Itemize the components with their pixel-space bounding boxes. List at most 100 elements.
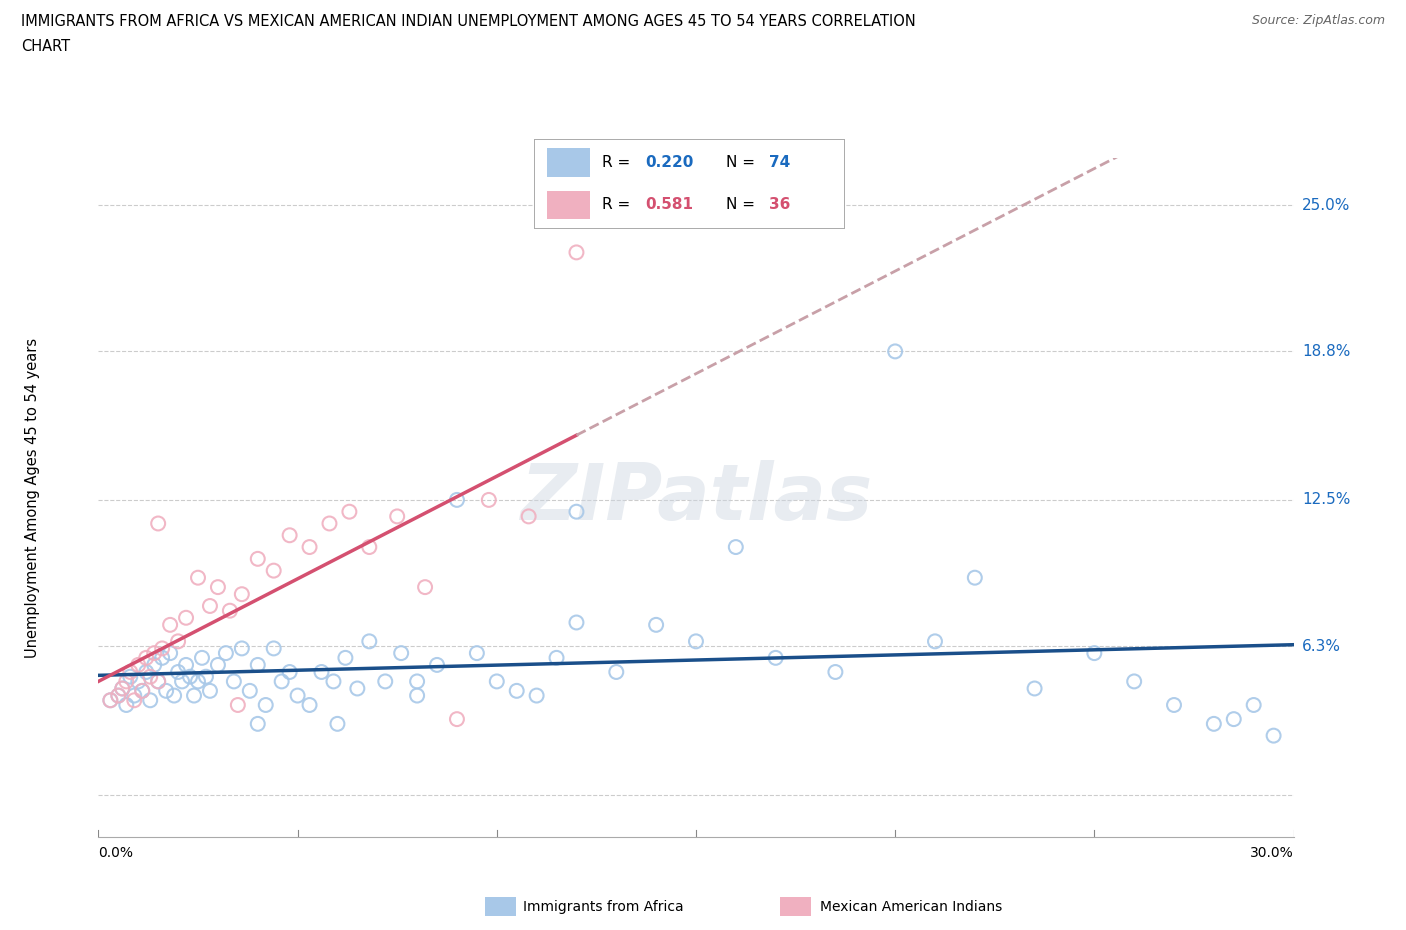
Point bbox=[359, 634, 381, 649]
Point bbox=[239, 684, 262, 698]
Point bbox=[278, 528, 301, 543]
Text: 12.5%: 12.5% bbox=[1302, 492, 1350, 508]
Text: Unemployment Among Ages 45 to 54 years: Unemployment Among Ages 45 to 54 years bbox=[25, 338, 41, 658]
Point bbox=[1024, 681, 1046, 696]
Point bbox=[270, 674, 292, 689]
Point bbox=[198, 684, 221, 698]
Point bbox=[139, 670, 162, 684]
Point bbox=[1222, 711, 1246, 726]
Text: IMMIGRANTS FROM AFRICA VS MEXICAN AMERICAN INDIAN UNEMPLOYMENT AMONG AGES 45 TO : IMMIGRANTS FROM AFRICA VS MEXICAN AMERIC… bbox=[21, 14, 915, 29]
Text: N =: N = bbox=[725, 155, 759, 170]
Point bbox=[107, 688, 129, 703]
Point bbox=[446, 711, 468, 726]
Point bbox=[120, 670, 142, 684]
Point bbox=[135, 665, 157, 680]
Point bbox=[131, 684, 153, 698]
Point bbox=[517, 509, 540, 524]
Text: 18.8%: 18.8% bbox=[1302, 344, 1350, 359]
Text: 0.0%: 0.0% bbox=[98, 846, 134, 860]
Point bbox=[194, 670, 218, 684]
Point bbox=[127, 658, 149, 672]
Point bbox=[346, 681, 368, 696]
Text: 6.3%: 6.3% bbox=[1302, 639, 1341, 654]
Text: 25.0%: 25.0% bbox=[1302, 198, 1350, 213]
Text: 30.0%: 30.0% bbox=[1250, 846, 1294, 860]
Point bbox=[131, 684, 153, 698]
Point bbox=[98, 693, 122, 708]
Point bbox=[724, 539, 747, 554]
Point bbox=[465, 645, 488, 660]
Point bbox=[246, 658, 269, 672]
Point bbox=[191, 650, 214, 665]
Point bbox=[374, 674, 396, 689]
Point bbox=[765, 650, 787, 665]
Point bbox=[485, 674, 508, 689]
Point bbox=[278, 665, 301, 680]
Point bbox=[120, 665, 142, 680]
Point bbox=[107, 688, 129, 703]
Point bbox=[1163, 698, 1185, 712]
Text: R =: R = bbox=[602, 197, 636, 212]
Point bbox=[231, 587, 253, 602]
Point bbox=[963, 570, 986, 585]
Point bbox=[685, 634, 707, 649]
Text: Mexican American Indians: Mexican American Indians bbox=[820, 899, 1002, 914]
Point bbox=[143, 658, 166, 672]
Point bbox=[335, 650, 357, 665]
Point bbox=[546, 650, 568, 665]
Point bbox=[159, 645, 181, 660]
Point bbox=[413, 579, 436, 594]
Point bbox=[174, 658, 197, 672]
Point bbox=[155, 684, 177, 698]
Point bbox=[115, 698, 138, 712]
Point bbox=[187, 570, 209, 585]
Point bbox=[167, 665, 190, 680]
Point bbox=[446, 493, 468, 508]
Point bbox=[298, 539, 321, 554]
Point bbox=[478, 493, 501, 508]
Point bbox=[318, 516, 340, 531]
Text: N =: N = bbox=[725, 197, 759, 212]
Point bbox=[127, 674, 149, 689]
Point bbox=[339, 504, 360, 519]
Point bbox=[135, 650, 157, 665]
Point bbox=[143, 645, 166, 660]
Point bbox=[183, 688, 205, 703]
Point bbox=[124, 688, 146, 703]
Point bbox=[246, 551, 269, 566]
Point bbox=[1123, 674, 1146, 689]
Point bbox=[174, 610, 197, 625]
Point bbox=[163, 688, 186, 703]
Point bbox=[187, 674, 209, 689]
Point bbox=[148, 674, 170, 689]
Point bbox=[263, 564, 285, 578]
Point bbox=[645, 618, 668, 632]
Point bbox=[219, 604, 242, 618]
Point bbox=[565, 504, 588, 519]
Point bbox=[1083, 645, 1105, 660]
Point bbox=[605, 665, 627, 680]
Point bbox=[298, 698, 321, 712]
FancyBboxPatch shape bbox=[547, 191, 591, 219]
Point bbox=[287, 688, 309, 703]
Text: CHART: CHART bbox=[21, 39, 70, 54]
Point bbox=[254, 698, 277, 712]
Text: Immigrants from Africa: Immigrants from Africa bbox=[523, 899, 683, 914]
Point bbox=[179, 670, 201, 684]
Point bbox=[322, 674, 344, 689]
Point bbox=[565, 615, 588, 630]
Point bbox=[198, 599, 221, 614]
Point bbox=[115, 674, 138, 689]
Point bbox=[215, 645, 238, 660]
Point bbox=[148, 516, 170, 531]
Point bbox=[98, 693, 122, 708]
Point bbox=[226, 698, 249, 712]
Point bbox=[406, 674, 429, 689]
Point bbox=[326, 716, 349, 731]
Point bbox=[359, 539, 381, 554]
Point bbox=[231, 641, 253, 656]
Point bbox=[111, 681, 134, 696]
Point bbox=[426, 658, 449, 672]
FancyBboxPatch shape bbox=[547, 149, 591, 177]
Point bbox=[207, 658, 229, 672]
